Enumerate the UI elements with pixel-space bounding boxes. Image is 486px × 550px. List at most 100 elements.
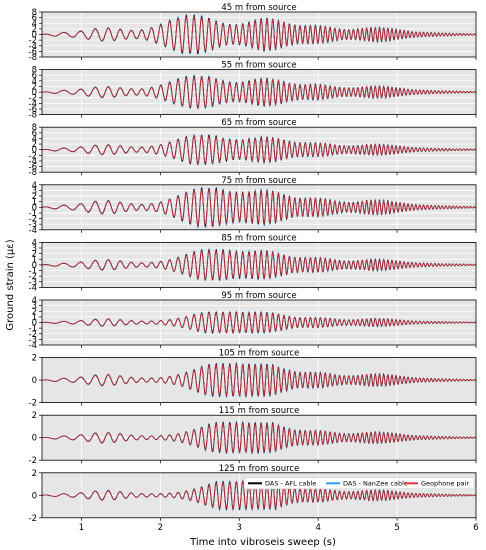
xtick-label: 1 — [79, 523, 84, 533]
panel-9-title: 125 m from source — [219, 464, 300, 474]
panel-9-ytick-label: -2 — [29, 514, 37, 524]
xtick-label: 4 — [315, 523, 320, 533]
panel-6-ytick-label: 2 — [32, 307, 37, 317]
panel-1-ytick-label: 0 — [32, 31, 37, 41]
panel-5-frame — [41, 241, 477, 288]
panel-4-ytick-label: 3 — [32, 186, 37, 196]
panel-5-ytick-label: 0 — [32, 261, 37, 271]
panel-2-ytick-label: 2 — [32, 82, 37, 92]
panel-4-ytick-label: 1 — [32, 198, 37, 208]
panel-1-series-geophone — [41, 15, 477, 53]
xtick-label: 2 — [158, 523, 163, 533]
panel-2-ytick-label: 0 — [32, 88, 37, 98]
panel-6-ytick-label: -1 — [29, 324, 37, 334]
legend-label-1: DAS - AFL cable — [265, 480, 316, 488]
panel-7-frame — [41, 357, 477, 404]
panel-6-frame — [41, 299, 477, 346]
panel-4-title: 75 m from source — [221, 176, 296, 186]
panel-3-ytick-label: 0 — [32, 146, 37, 156]
panel-5-ytick-label: 4 — [32, 238, 37, 248]
panel-6-ytick-label: 4 — [32, 296, 37, 306]
panel-6-ytick-label: 0 — [32, 319, 37, 329]
panel-6-ytick-label: -3 — [29, 335, 37, 345]
panel-1-ytick-label: 4 — [32, 19, 37, 29]
panel-5-ytick-label: -4 — [29, 283, 37, 293]
panel-3-ytick-label: -2 — [29, 151, 37, 161]
panel-1-ytick-label: -2 — [29, 36, 37, 46]
panel-4-ytick-label: -3 — [29, 220, 37, 230]
panel-2-ytick-label: -2 — [29, 94, 37, 104]
panel-2-series-geophone — [41, 76, 477, 109]
panel-5-ytick-label: 2 — [32, 250, 37, 260]
panel-2-ytick-label: 8 — [32, 66, 37, 76]
panel-3-frame — [41, 126, 477, 173]
panel-5-ytick-label: -3 — [29, 278, 37, 288]
xtick-label: 5 — [394, 523, 399, 533]
panel-1-ytick-label: -4 — [29, 42, 37, 52]
panel-8-series-geophone — [41, 421, 477, 454]
panel-1-frame — [41, 11, 477, 58]
panel-4-ytick-label: 2 — [32, 192, 37, 202]
panel-2-title: 55 m from source — [221, 61, 296, 71]
panel-4-ytick-label: 4 — [32, 181, 37, 191]
panel-4-ytick-label: -1 — [29, 209, 37, 219]
legend-label-2: DAS - NanZee cable — [343, 480, 408, 488]
panel-4-ytick-label: 0 — [32, 203, 37, 213]
panel-3-series-geophone — [41, 134, 477, 165]
panel-3-ytick-label: -6 — [29, 163, 37, 173]
panel-6-title: 95 m from source — [221, 291, 296, 301]
panel-5-title: 85 m from source — [221, 233, 296, 243]
panel-6-ytick-label: 1 — [32, 313, 37, 323]
panel-6-series-geophone — [41, 311, 477, 334]
panel-6-ytick-label: 3 — [32, 302, 37, 312]
panel-9-frame — [41, 472, 477, 519]
panel-9-series-geophone — [41, 480, 477, 510]
panel-2-ytick-label: -4 — [29, 99, 37, 109]
legend-label-3: Geophone pair — [421, 480, 469, 488]
panel-4-frame — [41, 184, 477, 231]
panel-1-ytick-label: 6 — [32, 14, 37, 24]
panel-5-ytick-label: -1 — [29, 267, 37, 277]
panel-5-ytick-label: 3 — [32, 244, 37, 254]
panel-3-ytick-label: -4 — [29, 157, 37, 167]
panel-2-ytick-label: -6 — [29, 105, 37, 115]
panel-8-frame — [41, 414, 477, 461]
panel-3-ytick-label: 8 — [32, 123, 37, 133]
panel-5-ytick-label: 1 — [32, 255, 37, 265]
panel-8-ytick-label: -2 — [29, 456, 37, 466]
panel-8-title: 115 m from source — [219, 406, 300, 416]
panel-6-ytick-label: -2 — [29, 330, 37, 340]
x-axis-label: Time into vibroseis sweep (s) — [189, 537, 336, 548]
panel-3-title: 65 m from source — [221, 118, 296, 128]
panel-2-ytick-label: -8 — [29, 111, 37, 121]
panel-2-frame — [41, 69, 477, 115]
panel-4-ytick-label: -4 — [29, 226, 37, 236]
panel-4-series-geophone — [41, 188, 477, 227]
panel-2-ytick-label: 4 — [32, 77, 37, 87]
panel-4-ytick-label: -2 — [29, 215, 37, 225]
y-axis-label: Ground strain (με) — [5, 239, 16, 330]
xtick-label: 3 — [237, 523, 242, 533]
panel-8-ytick-label: 0 — [32, 434, 37, 444]
panel-1-ytick-label: -8 — [29, 53, 37, 63]
panel-3-ytick-label: 2 — [32, 140, 37, 150]
panel-8-ytick-label: 2 — [32, 411, 37, 421]
panel-7-series-geophone — [41, 363, 477, 398]
panel-9-ytick-label: 2 — [32, 469, 37, 479]
xtick-label: 6 — [473, 523, 478, 533]
panel-7-ytick-label: 2 — [32, 354, 37, 364]
panel-3-ytick-label: -8 — [29, 168, 37, 178]
panel-9-ytick-label: 0 — [32, 491, 37, 501]
panel-5-ytick-label: -2 — [29, 272, 37, 282]
panel-1-ytick-label: -6 — [29, 47, 37, 57]
panel-1-title: 45 m from source — [221, 3, 296, 13]
panel-3-ytick-label: 6 — [32, 129, 37, 139]
panel-1-ytick-label: 2 — [32, 25, 37, 35]
panel-3-ytick-label: 4 — [32, 134, 37, 144]
panel-7-ytick-label: -2 — [29, 399, 37, 409]
panel-5-series-geophone — [41, 249, 477, 281]
panel-6-ytick-label: -4 — [29, 341, 37, 351]
legend-box — [243, 477, 475, 490]
